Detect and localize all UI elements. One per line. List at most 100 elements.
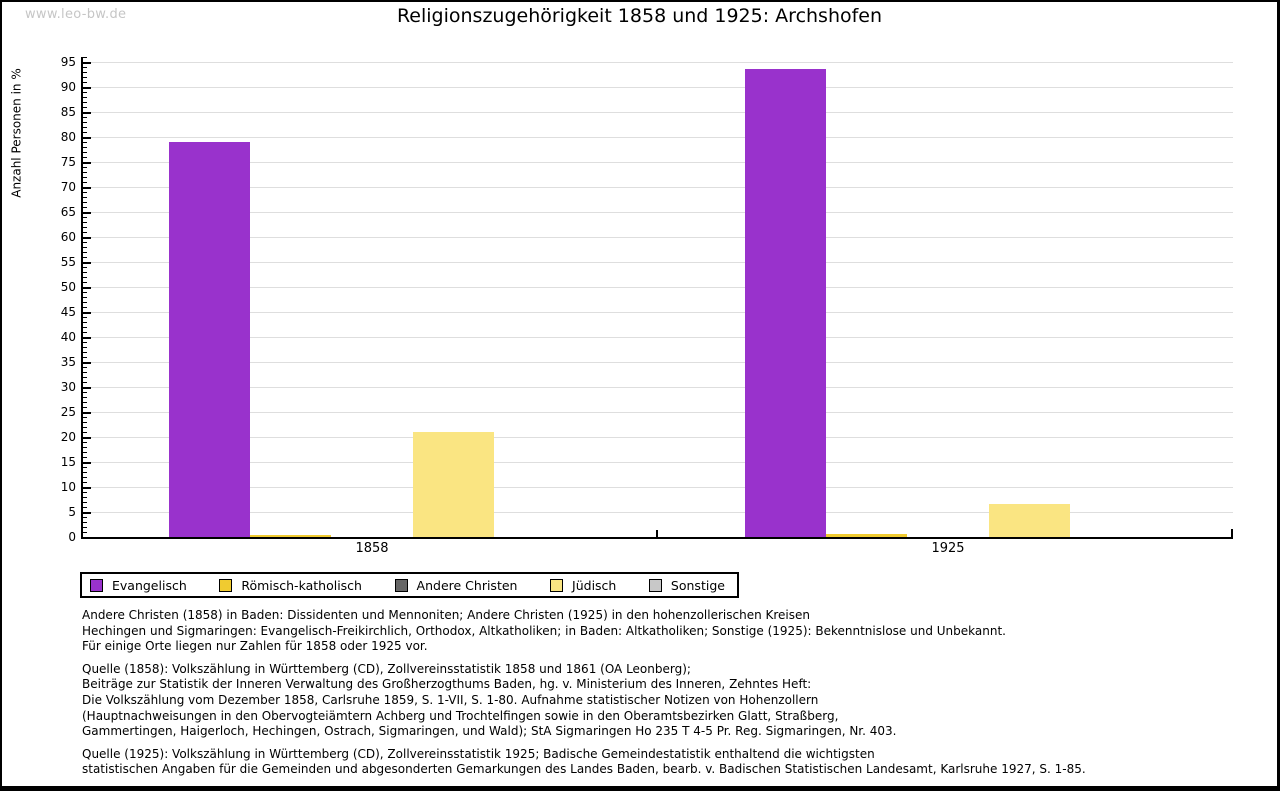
- y-axis-minor-tick: [83, 282, 87, 283]
- y-axis-minor-tick: [83, 97, 87, 98]
- y-axis-minor-tick: [83, 217, 87, 218]
- y-axis-tick-label: 70: [60, 180, 76, 194]
- y-axis-minor-tick: [83, 457, 87, 458]
- y-axis-major-tick: [83, 387, 91, 389]
- y-axis-minor-tick: [83, 167, 87, 168]
- y-axis-minor-tick: [83, 302, 87, 303]
- legend: Evangelisch Römisch-katholisch Andere Chri…: [80, 572, 739, 598]
- y-axis-major-tick: [83, 512, 91, 514]
- y-axis-minor-tick: [83, 497, 87, 498]
- y-axis-tick-label: 45: [60, 305, 76, 319]
- legend-item-andere-christen: Andere Christen: [394, 577, 518, 593]
- y-axis-minor-tick: [83, 522, 87, 523]
- x-axis-label-1858: 1858: [355, 541, 389, 556]
- y-axis-minor-tick: [83, 332, 87, 333]
- y-axis-minor-tick: [83, 242, 87, 243]
- y-axis-minor-tick: [83, 147, 87, 148]
- y-axis-tick-label: 80: [60, 130, 76, 144]
- y-axis-minor-tick: [83, 482, 87, 483]
- y-axis-minor-tick: [83, 322, 87, 323]
- legend-item-j-disch: Jüdisch: [550, 578, 616, 593]
- y-axis-minor-tick: [83, 232, 87, 233]
- y-axis-minor-tick: [83, 407, 87, 408]
- y-axis-minor-tick: [83, 142, 87, 143]
- y-axis-minor-tick: [83, 427, 87, 428]
- y-axis-major-tick: [83, 137, 91, 139]
- y-axis-minor-tick: [83, 192, 87, 193]
- y-axis-major-tick: [83, 362, 91, 364]
- y-axis-minor-tick: [83, 377, 87, 378]
- y-axis-minor-tick: [83, 527, 87, 528]
- footnote-paragraph-3: Quelle (1925): Volkszählung in Württembe…: [82, 746, 1086, 777]
- y-axis-minor-tick: [83, 507, 87, 508]
- y-axis-minor-tick: [83, 257, 87, 258]
- y-axis-major-tick: [83, 162, 91, 164]
- y-axis-minor-tick: [83, 477, 87, 478]
- y-axis-minor-tick: [83, 367, 87, 368]
- y-axis-tick-label: 5: [68, 505, 76, 519]
- y-axis-line: [81, 57, 83, 539]
- y-axis-minor-tick: [83, 402, 87, 403]
- y-axis-tick-label: 25: [60, 405, 76, 419]
- gridline: [83, 162, 1233, 163]
- y-axis-tick-label: 0: [68, 530, 76, 544]
- y-axis-minor-tick: [83, 417, 87, 418]
- y-axis-minor-tick: [83, 432, 87, 433]
- y-axis-major-tick: [83, 62, 91, 64]
- y-axis-minor-tick: [83, 517, 87, 518]
- gridline: [83, 312, 1233, 313]
- gridline: [83, 237, 1233, 238]
- y-axis-minor-tick: [83, 342, 87, 343]
- y-axis-minor-tick: [83, 77, 87, 78]
- page-title: Religionszugehörigkeit 1858 und 1925: Ar…: [396, 5, 883, 27]
- y-axis-tick-label: 65: [60, 205, 76, 219]
- watermark: www.leo-bw.de: [25, 7, 127, 22]
- legend-label-r-misch-katholisch: Römisch-katholisch: [241, 577, 362, 593]
- y-axis-minor-tick: [83, 177, 87, 178]
- y-axis-tick-label: 60: [60, 230, 76, 244]
- x-axis-line: [81, 537, 1233, 539]
- y-axis-minor-tick: [83, 157, 87, 158]
- legend-label-j-disch: Jüdisch: [572, 577, 617, 593]
- y-axis-minor-tick: [83, 422, 87, 423]
- gridline: [83, 462, 1233, 463]
- y-axis-major-tick: [83, 237, 91, 239]
- y-axis-minor-tick: [83, 132, 87, 133]
- footnote-paragraph-1: Andere Christen (1858) in Baden: Disside…: [82, 608, 1006, 654]
- y-axis-minor-tick: [83, 502, 87, 503]
- gridline: [83, 512, 1233, 513]
- bar-r-misch-katholisch-1858: [250, 535, 331, 537]
- x-axis-label-1925: 1925: [931, 541, 965, 556]
- y-axis-minor-tick: [83, 532, 87, 533]
- bar-evangelisch-1858: [169, 142, 250, 537]
- y-axis-minor-tick: [83, 277, 87, 278]
- y-axis-minor-tick: [83, 72, 87, 73]
- footnote-paragraph-2: Quelle (1858): Volkszählung in Württembe…: [82, 661, 897, 739]
- y-axis-minor-tick: [83, 447, 87, 448]
- legend-item-evangelisch: Evangelisch: [90, 578, 187, 593]
- y-axis-minor-tick: [83, 382, 87, 383]
- bar-r-misch-katholisch-1925: [826, 534, 907, 537]
- bar-j-disch-1858: [413, 432, 494, 537]
- y-axis-tick-label: 95: [60, 55, 76, 69]
- y-axis-minor-tick: [83, 267, 87, 268]
- y-axis-minor-tick: [83, 122, 87, 123]
- y-axis-minor-tick: [83, 207, 87, 208]
- legend-item-r-misch-katholisch: Römisch-katholisch: [219, 578, 362, 593]
- y-axis-minor-tick: [83, 252, 87, 253]
- y-axis-minor-tick: [83, 57, 87, 58]
- bar-j-disch-1925: [989, 504, 1070, 537]
- legend-label-andere-christen: Andere Christen: [416, 577, 518, 593]
- gridline: [83, 262, 1233, 263]
- y-axis-tick-label: 30: [60, 380, 76, 394]
- y-axis-minor-tick: [83, 372, 87, 373]
- y-axis-minor-tick: [83, 182, 87, 183]
- y-axis-tick-label: 35: [60, 355, 76, 369]
- y-axis-minor-tick: [83, 327, 87, 328]
- legend-swatch-r-misch-katholisch: [219, 578, 233, 592]
- gridline: [83, 187, 1233, 188]
- y-axis-minor-tick: [83, 347, 87, 348]
- y-axis-minor-tick: [83, 107, 87, 108]
